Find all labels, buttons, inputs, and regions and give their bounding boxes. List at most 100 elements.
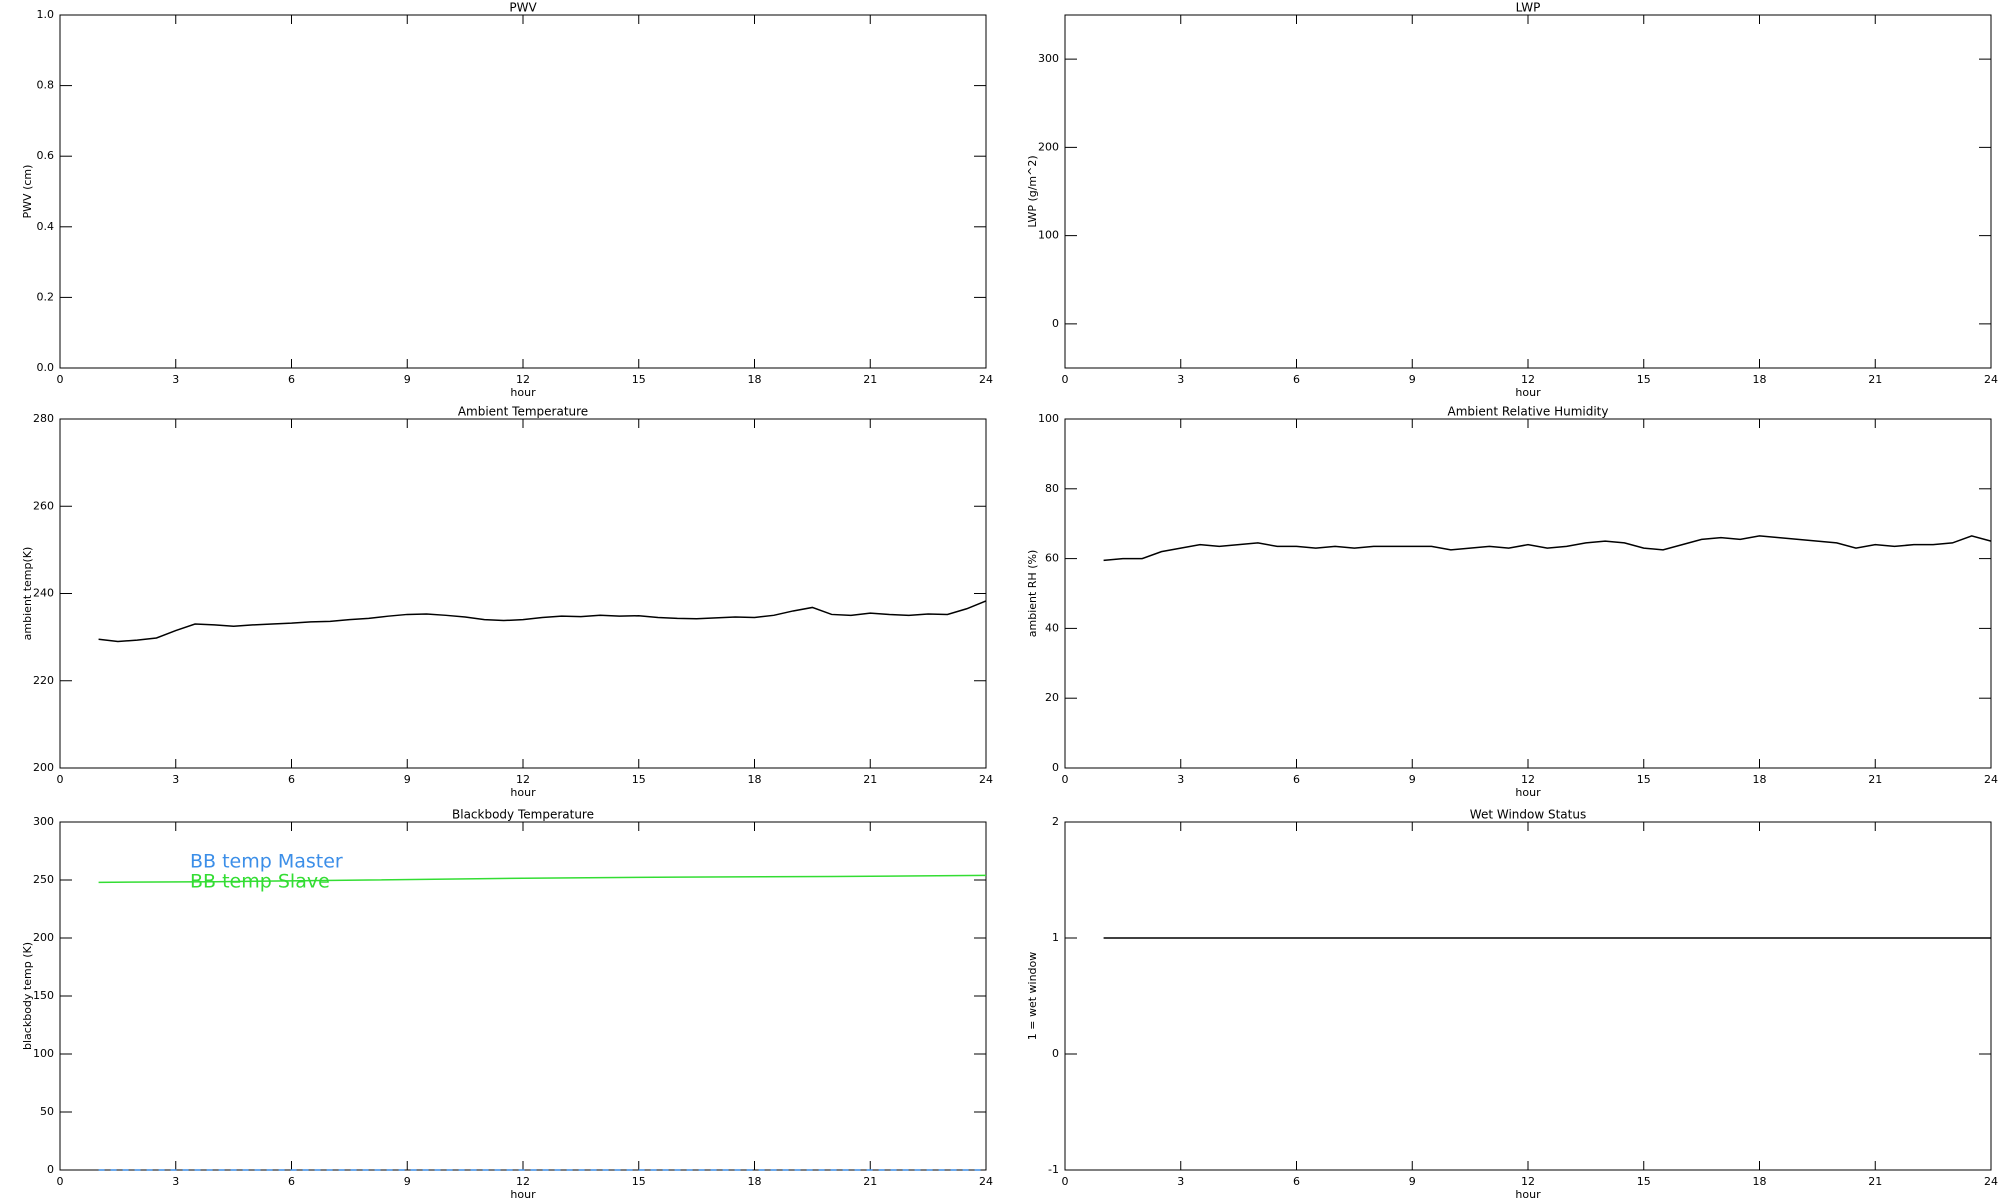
x-tick-label: 0 <box>57 773 64 786</box>
y-tick-label: 0.4 <box>37 220 55 233</box>
x-tick-label: 9 <box>1409 373 1416 386</box>
plot-frame <box>1064 418 1992 769</box>
x-axis-label: hour <box>1515 1188 1541 1200</box>
x-tick-label: 15 <box>632 1175 646 1188</box>
x-tick-label: 3 <box>172 773 179 786</box>
x-tick-label: 24 <box>979 1175 993 1188</box>
chart-title: Ambient Relative Humidity <box>1448 405 1609 419</box>
data-line <box>98 874 987 884</box>
x-tick-label: 6 <box>288 373 295 386</box>
x-tick-label: 12 <box>516 373 530 386</box>
x-tick-label: 6 <box>288 1175 295 1188</box>
y-axis-label: ambient temp(K) <box>21 547 34 641</box>
y-tick-label: 0.6 <box>37 149 55 162</box>
x-tick-label: 3 <box>172 373 179 386</box>
y-tick-label: 200 <box>33 761 54 774</box>
y-tick-label: 0.0 <box>37 361 55 374</box>
x-tick-label: 9 <box>1409 1175 1416 1188</box>
x-tick-label: 24 <box>1984 773 1998 786</box>
x-tick-label: 9 <box>404 773 411 786</box>
x-tick-label: 18 <box>1753 1175 1767 1188</box>
y-tick-label: 100 <box>33 1047 54 1060</box>
y-tick-label: 20 <box>1045 691 1059 704</box>
x-tick-label: 6 <box>1293 373 1300 386</box>
x-tick-label: 21 <box>863 1175 877 1188</box>
y-tick-label: -1 <box>1048 1163 1059 1176</box>
x-tick-label: 18 <box>748 1175 762 1188</box>
y-axis-label: 1 = wet window <box>1026 952 1039 1041</box>
chart-title: Ambient Temperature <box>458 405 588 419</box>
data-line <box>98 600 987 643</box>
x-tick-label: 24 <box>1984 1175 1998 1188</box>
plot-frame <box>1064 821 1992 1171</box>
y-tick-label: 60 <box>1045 552 1059 565</box>
legend-entry: BB temp Master <box>190 851 343 873</box>
x-tick-label: 9 <box>1409 773 1416 786</box>
y-axis-label: blackbody temp (K) <box>21 942 34 1050</box>
y-tick-label: 0 <box>1052 761 1059 774</box>
x-tick-label: 15 <box>632 373 646 386</box>
x-tick-label: 6 <box>1293 1175 1300 1188</box>
x-tick-label: 12 <box>1521 773 1535 786</box>
y-tick-label: 200 <box>33 931 54 944</box>
plot-frame <box>59 14 987 369</box>
y-tick-label: 40 <box>1045 621 1059 634</box>
y-tick-label: 1.0 <box>37 8 55 21</box>
x-tick-label: 24 <box>1984 373 1998 386</box>
x-tick-label: 12 <box>516 1175 530 1188</box>
x-tick-label: 12 <box>1521 373 1535 386</box>
y-tick-label: 50 <box>40 1105 54 1118</box>
x-tick-label: 12 <box>516 773 530 786</box>
y-tick-label: 0 <box>1052 1047 1059 1060</box>
y-tick-label: 300 <box>1038 52 1059 65</box>
y-tick-label: 250 <box>33 873 54 886</box>
y-axis-label: ambient RH (%) <box>1026 550 1039 638</box>
y-tick-label: 240 <box>33 587 54 600</box>
y-tick-label: 280 <box>33 412 54 425</box>
x-tick-label: 3 <box>172 1175 179 1188</box>
y-tick-label: 100 <box>1038 229 1059 242</box>
x-tick-label: 3 <box>1177 373 1184 386</box>
plot-frame <box>59 418 987 769</box>
x-tick-label: 3 <box>1177 773 1184 786</box>
x-tick-label: 15 <box>1637 773 1651 786</box>
chart-title: LWP <box>1516 1 1541 15</box>
x-tick-label: 9 <box>404 1175 411 1188</box>
x-tick-label: 15 <box>1637 373 1651 386</box>
x-tick-label: 15 <box>1637 1175 1651 1188</box>
legend-entry: BB temp Slave <box>190 871 330 893</box>
y-axis-label: LWP (g/m^2) <box>1026 155 1039 227</box>
x-tick-label: 21 <box>1868 373 1882 386</box>
y-tick-label: 220 <box>33 674 54 687</box>
x-tick-label: 21 <box>1868 773 1882 786</box>
x-tick-label: 18 <box>1753 773 1767 786</box>
x-tick-label: 0 <box>1062 1175 1069 1188</box>
x-tick-label: 24 <box>979 373 993 386</box>
x-tick-label: 0 <box>1062 373 1069 386</box>
x-tick-label: 18 <box>748 773 762 786</box>
x-axis-label: hour <box>510 386 536 399</box>
y-tick-label: 300 <box>33 815 54 828</box>
chart-title: PWV <box>509 1 537 15</box>
x-tick-label: 0 <box>57 373 64 386</box>
x-axis-label: hour <box>1515 386 1541 399</box>
y-tick-label: 150 <box>33 989 54 1002</box>
x-tick-label: 18 <box>748 373 762 386</box>
x-tick-label: 21 <box>1868 1175 1882 1188</box>
chart-title: Wet Window Status <box>1470 808 1586 822</box>
y-tick-label: 260 <box>33 499 54 512</box>
y-tick-label: 80 <box>1045 482 1059 495</box>
x-tick-label: 21 <box>863 773 877 786</box>
x-tick-label: 0 <box>57 1175 64 1188</box>
x-axis-label: hour <box>510 786 536 799</box>
x-axis-label: hour <box>1515 786 1541 799</box>
x-tick-label: 24 <box>979 773 993 786</box>
y-tick-label: 0.2 <box>37 290 55 303</box>
x-tick-label: 6 <box>288 773 295 786</box>
chart-title: Blackbody Temperature <box>452 808 594 822</box>
data-line <box>1103 535 1992 562</box>
y-tick-label: 0 <box>47 1163 54 1176</box>
y-tick-label: 0.8 <box>37 79 55 92</box>
